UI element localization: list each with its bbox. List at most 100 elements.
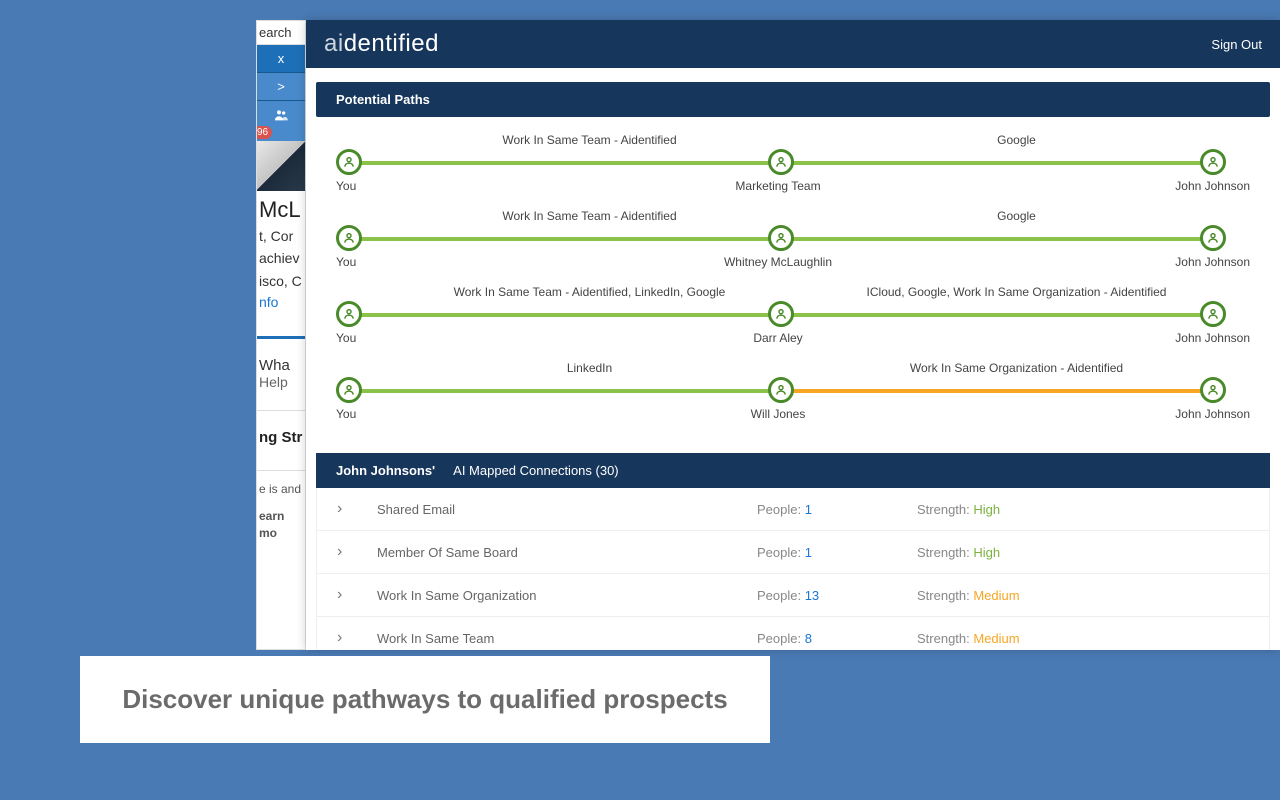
path-node-start[interactable] [336,301,362,327]
path-line [336,301,1250,329]
path-segment-1 [356,389,774,393]
people-icon [273,107,289,123]
path-node-names: YouWhitney McLaughlinJohn Johnson [336,255,1250,269]
path-segment-2 [788,389,1206,393]
logo-ai: ai [324,30,344,57]
path-segment-1 [356,161,774,165]
topbar: aidentified Sign Out [306,20,1280,68]
connection-strength: Strength: High [917,545,1000,560]
path-edge-left: Work In Same Team - Aidentified, LinkedI… [376,285,803,299]
path-name-start: You [336,179,396,193]
path-segment-1 [356,237,774,241]
path-row: Work In Same Team - AidentifiedGoogle You… [336,209,1250,281]
help-fragment: Help [257,374,305,410]
marketing-caption: Discover unique pathways to qualified pr… [80,656,770,743]
avatar [257,141,305,191]
connection-strength: Strength: Medium [917,631,1020,646]
path-edge-labels: Work In Same Team - Aidentified, LinkedI… [336,285,1250,299]
path-edge-left: Work In Same Team - Aidentified [376,133,803,147]
path-row: Work In Same Team - AidentifiedGoogle You… [336,133,1250,205]
connection-people: People: 13 [757,588,917,603]
profile-line2: achiev [257,247,305,269]
path-node-end[interactable] [1200,149,1226,175]
path-node-names: YouDarr AleyJohn Johnson [336,331,1250,345]
connection-strength: Strength: High [917,502,1000,517]
background-profile-card: earch x > 96 McL t, Cor achiev isco, C n… [256,20,306,650]
path-node-start[interactable] [336,377,362,403]
logo-rest: dentified [344,30,439,57]
path-row: LinkedInWork In Same Organization - Aide… [336,361,1250,433]
path-name-mid: Marketing Team [396,179,1160,193]
path-node-mid[interactable] [768,149,794,175]
connection-strength: Strength: Medium [917,588,1020,603]
connection-label: Work In Same Organization [377,588,757,603]
profile-line3: isco, C [257,270,305,292]
chevron-right-icon: › [337,629,377,647]
path-edge-right: Google [803,209,1230,223]
footnote-fragment-1: e is and [257,471,305,498]
connection-people: People: 1 [757,545,917,560]
path-edge-left: LinkedIn [376,361,803,375]
path-line [336,225,1250,253]
path-segment-1 [356,313,774,317]
main-panel: aidentified Sign Out Potential Paths Wor… [306,20,1280,650]
path-name-mid: Whitney McLaughlin [396,255,1160,269]
connection-row[interactable]: ›Member Of Same BoardPeople: 1Strength: … [317,531,1269,574]
strength-label-fragment: ng Str [257,411,305,470]
paths-area: Work In Same Team - AidentifiedGoogleYou… [306,117,1280,447]
profile-line1: t, Cor [257,225,305,247]
connection-people: People: 8 [757,631,917,646]
path-name-mid: Darr Aley [396,331,1160,345]
path-node-end[interactable] [1200,301,1226,327]
path-name-mid: Will Jones [396,407,1160,421]
section-header-potential-paths: Potential Paths [316,82,1270,117]
path-node-mid[interactable] [768,377,794,403]
connection-row[interactable]: ›Work In Same OrganizationPeople: 13Stre… [317,574,1269,617]
connections-header: John Johnsons' AI Mapped Connections (30… [316,453,1270,488]
path-edge-labels: LinkedInWork In Same Organization - Aide… [336,361,1250,375]
path-node-names: YouMarketing TeamJohn Johnson [336,179,1250,193]
footnote-fragment-2: earn mo [257,498,305,542]
connection-label: Member Of Same Board [377,545,757,560]
path-node-mid[interactable] [768,225,794,251]
path-line [336,377,1250,405]
close-tab[interactable]: x [257,45,305,73]
connections-person-name: John Johnsons' [336,463,435,478]
path-segment-2 [788,161,1206,165]
path-edge-right: Google [803,133,1230,147]
path-node-names: YouWill JonesJohn Johnson [336,407,1250,421]
path-edge-left: Work In Same Team - Aidentified [376,209,803,223]
sign-out-link[interactable]: Sign Out [1211,37,1262,52]
profile-name-fragment: McL [257,191,305,225]
path-segment-2 [788,237,1206,241]
path-node-start[interactable] [336,225,362,251]
connection-people: People: 1 [757,502,917,517]
path-node-mid[interactable] [768,301,794,327]
path-edge-right: ICloud, Google, Work In Same Organizatio… [803,285,1230,299]
connection-label: Work In Same Team [377,631,757,646]
path-name-start: You [336,255,396,269]
profile-link-fragment[interactable]: nfo [257,292,305,312]
people-tab[interactable]: 96 [257,101,305,141]
path-node-start[interactable] [336,149,362,175]
connection-row[interactable]: ›Work In Same TeamPeople: 8Strength: Med… [317,617,1269,650]
path-row: Work In Same Team - Aidentified, LinkedI… [336,285,1250,357]
path-edge-labels: Work In Same Team - AidentifiedGoogle [336,209,1250,223]
path-node-end[interactable] [1200,377,1226,403]
connection-row[interactable]: ›Shared EmailPeople: 1Strength: High [317,488,1269,531]
expand-tab[interactable]: > [257,73,305,101]
path-name-end: John Johnson [1160,407,1250,421]
path-name-end: John Johnson [1160,331,1250,345]
path-edge-right: Work In Same Organization - Aidentified [803,361,1230,375]
path-name-end: John Johnson [1160,255,1250,269]
search-fragment: earch [257,21,305,45]
path-name-start: You [336,407,396,421]
path-line [336,149,1250,177]
connections-count-label: AI Mapped Connections (30) [453,463,618,478]
path-name-end: John Johnson [1160,179,1250,193]
path-node-end[interactable] [1200,225,1226,251]
path-name-start: You [336,331,396,345]
what-fragment: Wha [257,339,305,374]
connection-label: Shared Email [377,502,757,517]
chevron-right-icon: › [337,500,377,518]
